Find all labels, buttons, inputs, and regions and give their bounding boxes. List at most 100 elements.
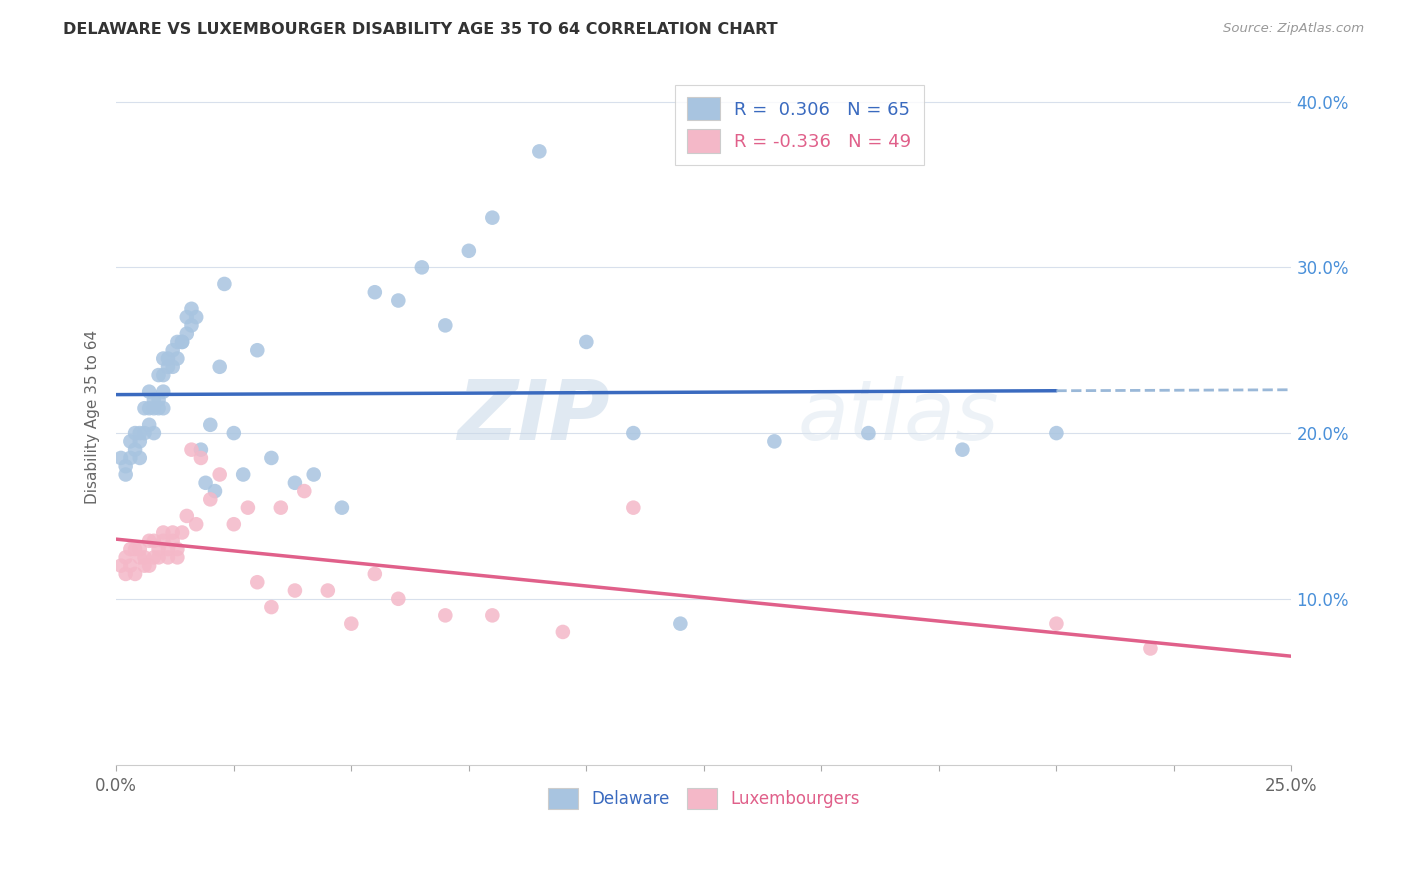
Point [176,310,198,324]
Point [148,401,170,416]
Point [434,318,457,333]
Y-axis label: Disability Age 35 to 64: Disability Age 35 to 64 [86,329,100,504]
Point [152,525,174,540]
Point [200,492,222,507]
Point [176,326,198,341]
Point [575,334,598,349]
Point [162,343,184,358]
Point [120,434,142,449]
Point [411,260,433,275]
Point [134,558,156,573]
Point [387,293,409,308]
Point [138,417,160,432]
Point [387,591,409,606]
Text: DELAWARE VS LUXEMBOURGER DISABILITY AGE 35 TO 64 CORRELATION CHART: DELAWARE VS LUXEMBOURGER DISABILITY AGE … [63,22,778,37]
Text: Source: ZipAtlas.com: Source: ZipAtlas.com [1223,22,1364,36]
Point [152,533,174,548]
Point [180,318,202,333]
Point [621,500,644,515]
Point [138,401,160,416]
Point [166,550,188,565]
Point [340,616,363,631]
Point [142,392,165,407]
Point [128,434,150,449]
Point [529,145,551,159]
Point [152,368,174,383]
Point [621,426,644,441]
Point [246,575,269,590]
Point [180,301,202,316]
Point [858,426,880,441]
Point [172,334,194,349]
Point [148,368,170,383]
Point [236,500,259,515]
Point [172,525,194,540]
Point [950,442,973,457]
Point [128,450,150,465]
Point [128,542,150,557]
Point [457,244,479,258]
Point [134,426,156,441]
Point [186,517,208,532]
Point [204,484,226,499]
Point [176,508,198,523]
Point [208,467,231,482]
Point [200,417,222,432]
Point [148,550,170,565]
Point [142,550,165,565]
Point [128,550,150,565]
Point [284,583,307,598]
Point [246,343,269,358]
Text: atlas: atlas [797,376,1000,457]
Point [162,533,184,548]
Point [1139,641,1161,656]
Point [284,475,307,490]
Point [134,401,156,416]
Point [128,426,150,441]
Point [186,310,208,324]
Point [152,351,174,366]
Point [669,616,692,631]
Point [302,467,325,482]
Point [110,558,132,573]
Point [180,442,202,457]
Point [148,392,170,407]
Point [148,542,170,557]
Point [260,450,283,465]
Point [110,450,132,465]
Point [270,500,292,515]
Point [156,542,179,557]
Point [124,566,146,581]
Point [1045,616,1067,631]
Point [114,550,136,565]
Point [142,401,165,416]
Point [364,566,387,581]
Point [134,550,156,565]
Point [166,351,188,366]
Point [214,277,236,291]
Point [316,583,339,598]
Point [190,442,212,457]
Point [364,285,387,300]
Point [222,517,245,532]
Point [166,542,188,557]
Point [142,426,165,441]
Point [481,211,503,225]
Point [1045,426,1067,441]
Point [156,359,179,374]
Text: ZIP: ZIP [457,376,610,457]
Point [481,608,503,623]
Point [232,467,254,482]
Point [166,334,188,349]
Point [551,624,574,639]
Point [138,384,160,399]
Point [120,558,142,573]
Point [124,426,146,441]
Point [120,542,142,557]
Point [152,401,174,416]
Point [138,558,160,573]
Point [120,450,142,465]
Point [114,459,136,474]
Point [292,484,315,499]
Point [124,542,146,557]
